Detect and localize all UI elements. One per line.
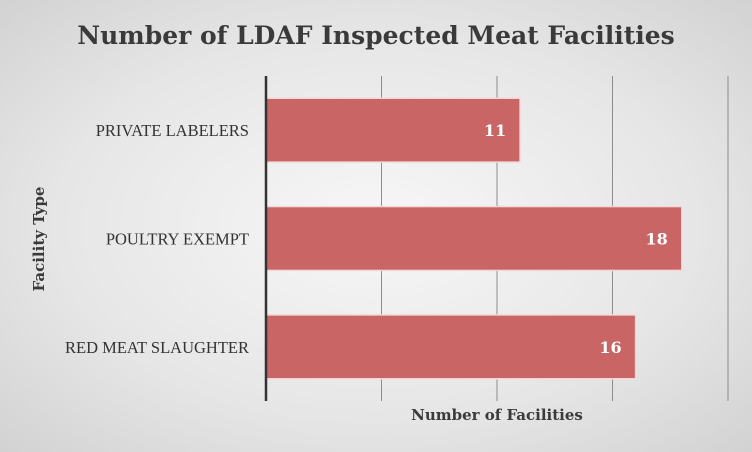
bar xyxy=(265,205,683,272)
x-axis-title: Number of Facilities xyxy=(411,406,583,424)
data-label: 16 xyxy=(599,338,621,357)
data-label: 18 xyxy=(646,230,668,249)
category-labels: PRIVATE LABELERS POULTRY EXEMPT RED MEAT S… xyxy=(65,121,249,357)
bars xyxy=(265,97,683,380)
data-labels: 11 18 16 xyxy=(484,121,668,357)
y-axis-title: Facility Type xyxy=(30,187,48,292)
category-label: PRIVATE LABELERS xyxy=(96,121,249,140)
category-label: RED MEAT SLAUGHTER xyxy=(65,338,249,357)
bar xyxy=(265,97,521,163)
bar xyxy=(265,314,637,380)
category-label: POULTRY EXEMPT xyxy=(106,230,249,249)
data-label: 11 xyxy=(484,121,506,140)
chart-title: Number of LDAF Inspected Meat Facilities xyxy=(77,21,675,50)
